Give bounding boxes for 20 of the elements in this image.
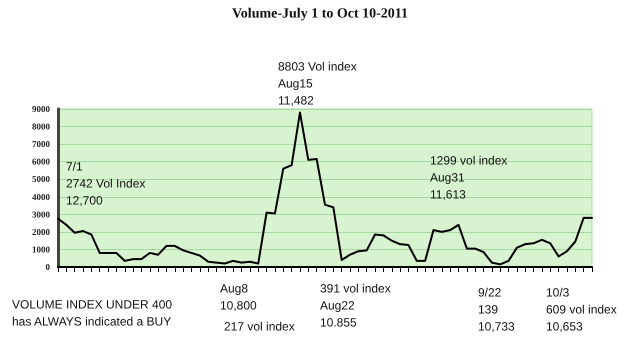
text: Aug8 10,800 bbox=[220, 282, 258, 312]
text: 391 vol index Aug22 10.855 bbox=[320, 282, 391, 330]
y-tick-label: 4000 bbox=[32, 192, 50, 202]
annotation: 7/1 2742 Vol Index 12,700 bbox=[66, 160, 146, 208]
y-tick-label: 6000 bbox=[32, 156, 50, 167]
chart-title: Volume-July 1 to Oct 10-2011 bbox=[232, 6, 408, 22]
y-tick-label: 8000 bbox=[32, 122, 50, 132]
y-tick-label: 9000 bbox=[32, 104, 50, 114]
text: 9/22 139 10,733 bbox=[478, 286, 516, 334]
annotation: 1299 vol index Aug31 11,613 bbox=[430, 154, 508, 202]
text: 10/3 609 vol index 10,653 bbox=[546, 286, 617, 334]
y-tick-label: 2000 bbox=[32, 226, 50, 237]
text: 217 vol index bbox=[224, 320, 295, 334]
y-tick-label: 1000 bbox=[32, 244, 50, 254]
y-tick-label: 3000 bbox=[32, 209, 50, 220]
y-tick-label: 0 bbox=[46, 262, 50, 272]
text: VOLUME INDEX UNDER 400 has ALWAYS indicated a BUY bbox=[12, 298, 172, 328]
y-tick-label: 7000 bbox=[32, 139, 50, 150]
text: 8803 Vol index Aug15 11,482 bbox=[278, 60, 357, 108]
y-tick-label: 5000 bbox=[32, 174, 50, 184]
